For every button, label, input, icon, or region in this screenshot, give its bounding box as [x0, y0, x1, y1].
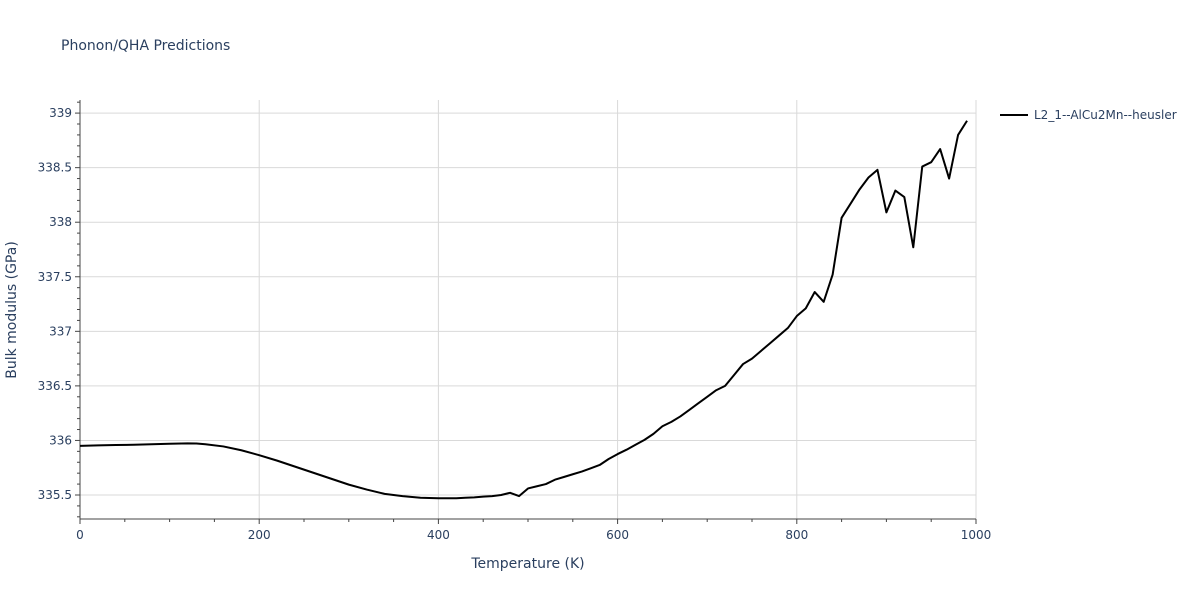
x-tick-label: 200 — [248, 528, 271, 542]
y-tick-label: 336.5 — [38, 379, 72, 393]
y-tick-label: 335.5 — [38, 488, 72, 502]
series-line[interactable] — [79, 120, 968, 500]
x-axis-title: Temperature (K) — [470, 556, 584, 572]
y-tick-label: 338 — [49, 215, 72, 229]
legend-label: L2_1--AlCu2Mn--heusler — [1034, 108, 1177, 122]
x-tick-label: 1000 — [961, 528, 992, 542]
y-tick-label: 339 — [49, 106, 72, 120]
x-tick-label: 600 — [606, 528, 629, 542]
series-layer — [79, 120, 968, 500]
x-tick-label: 800 — [785, 528, 808, 542]
legend[interactable]: L2_1--AlCu2Mn--heusler — [1000, 108, 1177, 122]
chart-title: Phonon/QHA Predictions — [61, 38, 230, 54]
y-tick-label: 338.5 — [38, 161, 72, 175]
y-tick-label: 336 — [49, 433, 72, 447]
x-tick-label: 0 — [76, 528, 84, 542]
grid-lines — [80, 100, 977, 519]
y-tick-label: 337 — [49, 324, 72, 338]
y-axis-title: Bulk modulus (GPa) — [4, 241, 20, 379]
x-tick-label: 400 — [427, 528, 450, 542]
tick-labels: 0 200 400 600 800 1000 335.5 336 336.5 337 337.5 33… — [38, 106, 992, 542]
y-tick-label: 337.5 — [38, 270, 72, 284]
axes — [75, 100, 977, 524]
